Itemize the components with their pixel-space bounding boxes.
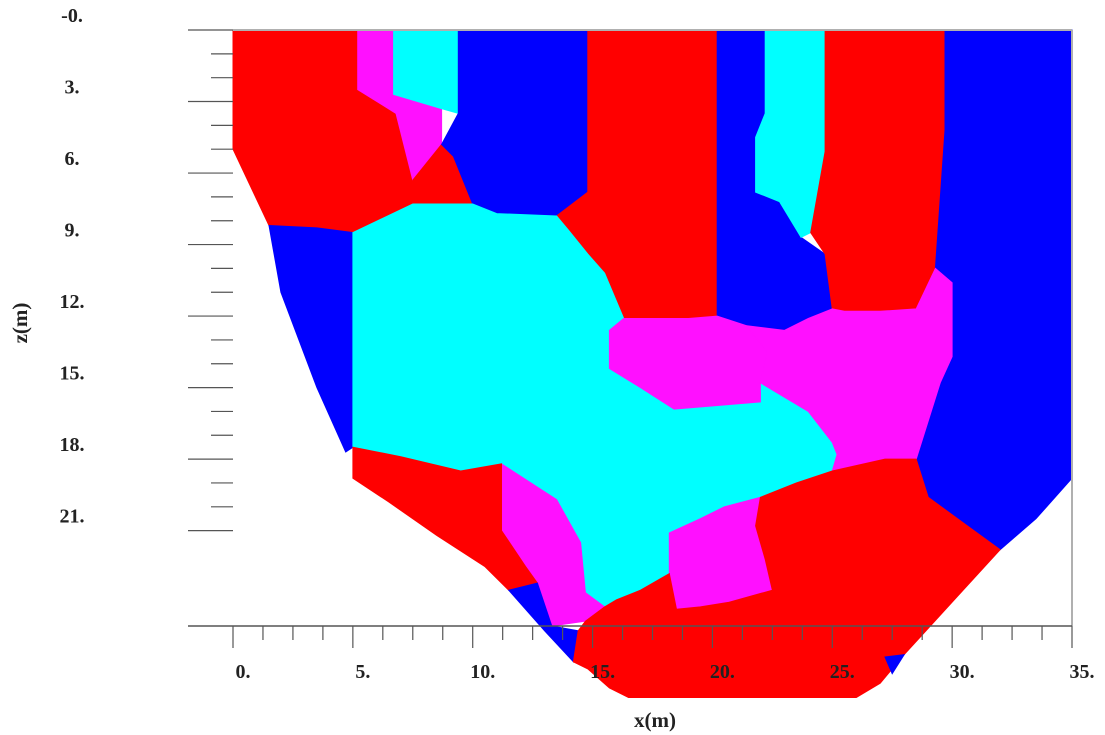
region-layer	[232, 29, 1073, 698]
x-tick-label: 20.	[710, 661, 735, 683]
y-axis-title: z(m)	[8, 303, 32, 344]
y-axis: -0. 3. 6. 9. 12. 15. 18. 21.	[60, 5, 233, 532]
y-tick-label: 15.	[60, 363, 85, 385]
y-tick-label: 9.	[65, 220, 80, 242]
y-tick-label: 3.	[65, 77, 80, 99]
y-tick-label: -0.	[61, 5, 83, 27]
x-tick-label: 15.	[590, 661, 615, 683]
x-tick-label: 35.	[1070, 661, 1095, 683]
y-tick-label: 18.	[60, 434, 85, 456]
region-blue-19	[884, 653, 906, 675]
region-red-8	[810, 29, 946, 312]
x-tick-label: 30.	[950, 661, 975, 683]
x-tick-label: 10.	[470, 661, 495, 683]
region-magenta-12	[608, 315, 769, 410]
x-tick-label: 25.	[830, 661, 855, 683]
y-tick-label: 6.	[65, 148, 80, 170]
region-blue-10	[268, 224, 354, 453]
x-tick-label: 5.	[355, 661, 370, 683]
y-tick-label: 12.	[60, 291, 85, 313]
region-red-18	[572, 458, 1001, 698]
region-magenta-13	[744, 267, 953, 472]
x-tick-label: 0.	[236, 661, 251, 683]
plot-frame	[233, 29, 1073, 626]
x-axis-title: x(m)	[634, 708, 676, 732]
x-axis: 0. 5. 10. 15. 20. 25. 30. 35.	[188, 625, 1095, 683]
y-tick-label: 21.	[60, 506, 85, 528]
